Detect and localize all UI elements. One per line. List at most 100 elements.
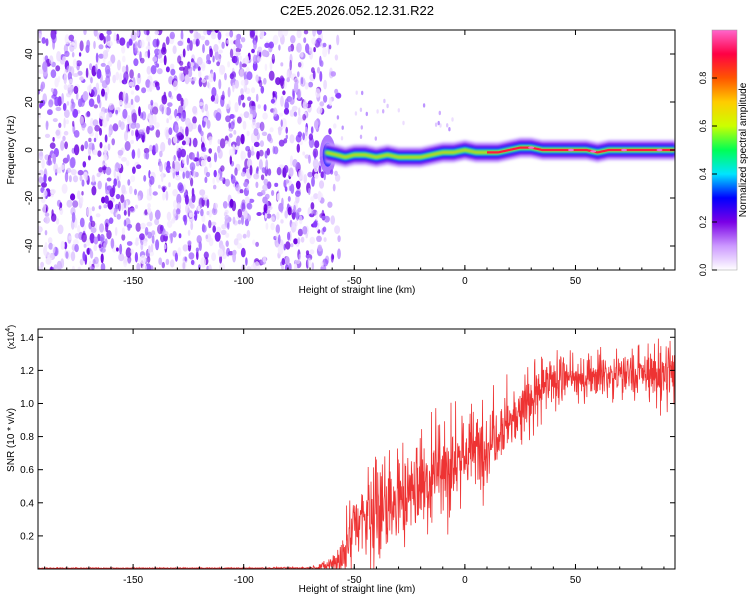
noise-blob [253, 128, 259, 137]
noise-blob [309, 236, 316, 245]
noise-blob [207, 81, 210, 88]
noise-blob [88, 98, 95, 107]
noise-blob [258, 149, 264, 157]
noise-blob [101, 80, 108, 89]
noise-blob [66, 167, 72, 174]
snr-series-line [38, 338, 675, 569]
noise-blob [161, 94, 168, 105]
noise-blob [128, 81, 135, 87]
noise-blob [122, 91, 126, 102]
noise-blob [260, 189, 266, 196]
noise-blob [64, 171, 69, 183]
noise-blob [247, 149, 252, 158]
noise-blob [175, 208, 181, 215]
noise-blob [112, 184, 115, 196]
noise-blob [137, 73, 141, 79]
noise-blob [238, 95, 242, 106]
noise-blob [219, 255, 223, 264]
noise-blob [173, 154, 176, 162]
y-tick-label: -20 [24, 190, 35, 205]
noise-blob [63, 84, 68, 90]
colorbar-label: Normalized spectral amplitude [738, 82, 749, 217]
noise-blob [217, 145, 221, 154]
noise-blob [146, 65, 152, 75]
noise-blob [131, 112, 138, 123]
noise-blob [172, 231, 177, 238]
noise-blob [249, 105, 253, 115]
snr-panel: -150 -100 -50 0 50 0.2 0.4 0.6 0.8 1.0 1.2 1.4 Hei… [5, 325, 676, 595]
noise-blob [103, 165, 106, 175]
noise-blob [163, 244, 167, 250]
noise-blob [190, 259, 195, 266]
noise-blob [125, 64, 129, 75]
noise-blob [163, 55, 167, 66]
noise-blob [248, 113, 253, 121]
noise-blob [278, 234, 281, 245]
noise-blob [221, 41, 225, 49]
noise-blob [88, 142, 95, 150]
noise-blob [145, 151, 150, 160]
noise-blob [191, 166, 194, 177]
noise-blob [61, 93, 64, 104]
y-tick-label: 0.2 [20, 531, 34, 542]
noise-blob [296, 42, 302, 53]
noise-blob [130, 98, 134, 106]
noise-blob [319, 71, 323, 82]
noise-blob [147, 103, 152, 110]
noise-blob [172, 80, 179, 91]
noise-blob [126, 41, 130, 49]
noise-blob [105, 222, 109, 233]
noise-blob [146, 125, 150, 135]
noise-blob [77, 98, 83, 108]
noise-blob [169, 31, 175, 40]
noise-blob [104, 195, 109, 204]
noise-blob [210, 71, 214, 79]
noise-blob [182, 158, 186, 164]
noise-blob [225, 140, 228, 145]
noise-blob [330, 215, 336, 225]
noise-blob [311, 262, 315, 270]
noise-blob [126, 241, 133, 246]
noise-blob [255, 30, 258, 36]
snr-y-label: SNR (10 * v/v) [6, 408, 17, 472]
noise-blob [264, 42, 270, 48]
noise-blob [160, 171, 164, 183]
noise-blob [317, 105, 323, 115]
noise-blob [270, 98, 275, 104]
colorbar-tick-label: 0.4 [698, 168, 708, 181]
spectrogram-x-ticks: -150 -100 -50 0 50 [44, 30, 665, 287]
noise-blob [239, 61, 242, 70]
noise-blob [289, 134, 295, 144]
noise-blob [111, 138, 115, 146]
noise-blob [110, 238, 115, 249]
noise-blob [300, 236, 305, 243]
noise-blob [154, 48, 160, 56]
noise-blob [45, 38, 49, 47]
noise-blob [187, 229, 191, 236]
noise-blob [284, 210, 289, 219]
noise-blob [359, 134, 363, 139]
noise-blob [146, 221, 153, 227]
noise-blob [215, 112, 222, 121]
noise-blob [262, 184, 268, 192]
noise-blob [308, 154, 311, 164]
noise-blob [149, 185, 152, 197]
noise-blob [182, 171, 185, 179]
noise-blob [175, 115, 180, 122]
noise-blob [260, 85, 265, 94]
noise-blob [240, 79, 246, 86]
noise-blob [44, 55, 49, 62]
noise-blob [211, 87, 217, 97]
noise-blob [106, 30, 112, 35]
noise-blob [66, 154, 70, 162]
noise-blob [275, 231, 279, 241]
noise-blob [99, 33, 104, 41]
noise-blob [336, 115, 340, 120]
noise-blob [147, 207, 152, 214]
noise-blob [187, 37, 191, 44]
noise-blob [290, 243, 294, 248]
noise-blob [68, 34, 75, 41]
noise-blob [296, 30, 302, 39]
noise-blob [354, 111, 358, 116]
noise-blob [206, 54, 211, 62]
